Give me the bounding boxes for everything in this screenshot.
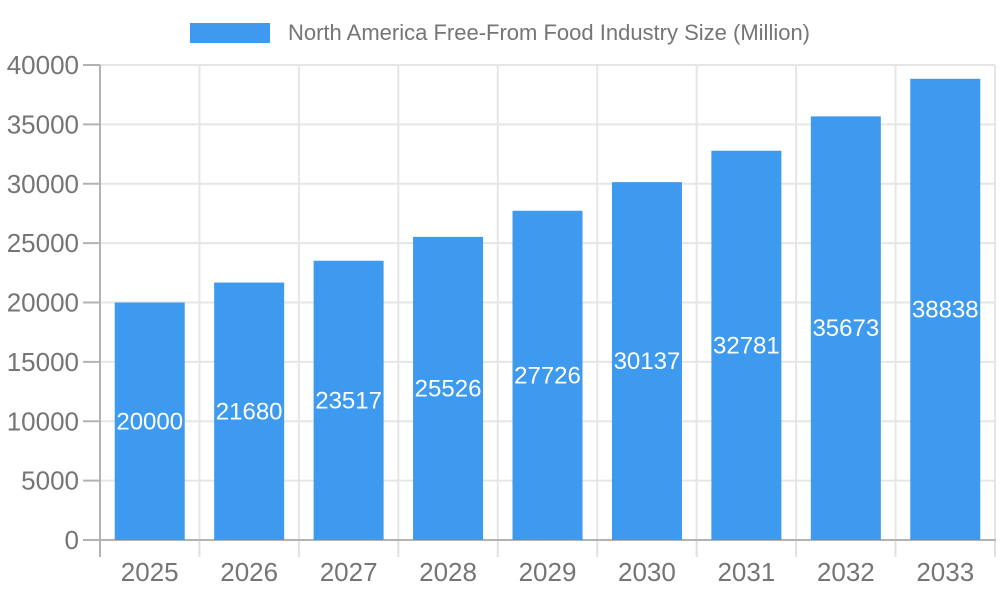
bar	[512, 210, 583, 540]
y-axis-label: 0	[65, 525, 79, 555]
y-axis-label: 10000	[7, 406, 79, 436]
bar	[611, 182, 682, 541]
bar-value-label: 21680	[216, 398, 283, 425]
x-axis-label: 2025	[121, 557, 179, 587]
x-axis-label: 2031	[717, 557, 775, 587]
bar-value-label: 35673	[812, 315, 879, 342]
x-axis-label: 2029	[519, 557, 577, 587]
x-axis-label: 2032	[817, 557, 875, 587]
x-axis-label: 2028	[419, 557, 477, 587]
bar	[810, 116, 881, 541]
y-axis-label: 20000	[7, 288, 79, 318]
bar	[313, 260, 384, 540]
y-axis-label: 25000	[7, 228, 79, 258]
bar-value-label: 20000	[116, 408, 183, 435]
bar	[910, 78, 981, 540]
x-axis-label: 2027	[320, 557, 378, 587]
x-axis-label: 2033	[916, 557, 974, 587]
bar-value-label: 27726	[514, 362, 581, 389]
x-axis-label: 2030	[618, 557, 676, 587]
bar	[413, 236, 484, 540]
y-axis-label: 35000	[7, 109, 79, 139]
y-axis-label: 5000	[21, 466, 79, 496]
bar-value-label: 23517	[315, 387, 382, 414]
bar-value-label: 30137	[614, 348, 681, 375]
y-axis-label: 40000	[7, 50, 79, 80]
y-axis-label: 15000	[7, 347, 79, 377]
bar-value-label: 32781	[713, 332, 780, 359]
bar-value-label: 38838	[912, 296, 979, 323]
y-axis-label: 30000	[7, 169, 79, 199]
bar-value-label: 25526	[415, 375, 482, 402]
bar	[711, 150, 782, 540]
x-axis-label: 2026	[220, 557, 278, 587]
bar	[114, 302, 185, 540]
bar	[214, 282, 285, 540]
